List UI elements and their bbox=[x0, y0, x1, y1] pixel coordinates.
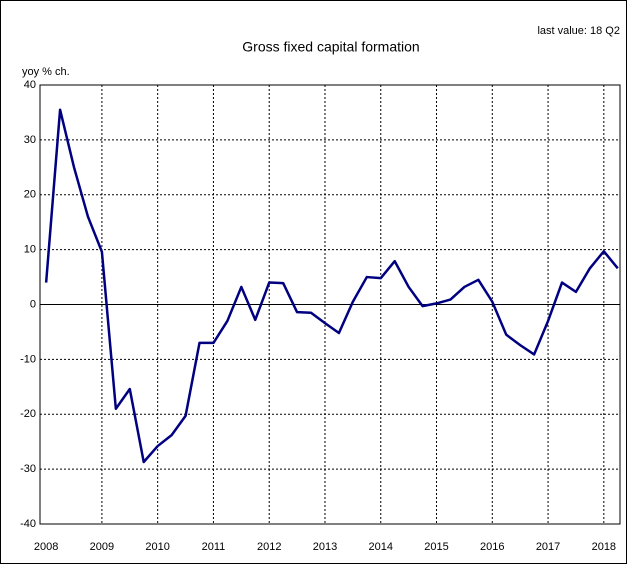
chart-title: Gross fixed capital formation bbox=[242, 39, 419, 55]
x-tick-label: 2010 bbox=[145, 541, 169, 553]
x-tick-label: 2013 bbox=[313, 541, 337, 553]
x-tick-label: 2014 bbox=[369, 541, 393, 553]
x-tick-label: 2015 bbox=[424, 541, 448, 553]
y-tick-label: 0 bbox=[30, 298, 36, 310]
plot-area bbox=[39, 84, 621, 525]
x-tick-label: 2012 bbox=[257, 541, 281, 553]
y-axis-label: yoy % ch. bbox=[22, 66, 70, 78]
last-value: last value: 18 Q2 bbox=[537, 25, 620, 37]
x-tick-label: 2009 bbox=[90, 541, 114, 553]
x-tick-label: 2016 bbox=[480, 541, 504, 553]
x-tick-label: 2017 bbox=[536, 541, 560, 553]
x-tick-label: 2011 bbox=[202, 541, 226, 553]
y-tick-label: -10 bbox=[20, 353, 36, 365]
y-tick-label: 40 bbox=[24, 79, 36, 91]
y-tick-label: 10 bbox=[24, 244, 36, 256]
x-tick-label: 2018 bbox=[592, 541, 616, 553]
x-tick-label: 2008 bbox=[34, 541, 58, 553]
y-tick-label: 30 bbox=[24, 134, 36, 146]
line-series bbox=[44, 108, 619, 464]
y-tick-label: -20 bbox=[20, 408, 36, 420]
y-tick-label: -40 bbox=[20, 518, 36, 530]
y-tick-label: -30 bbox=[20, 463, 36, 475]
y-tick-label: 20 bbox=[24, 189, 36, 201]
